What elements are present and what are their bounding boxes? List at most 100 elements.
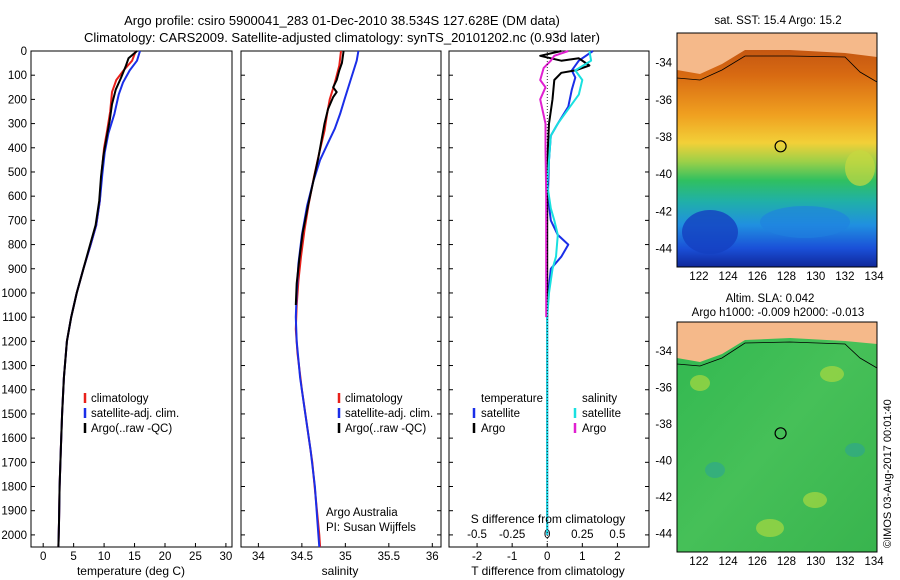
depth-tick-label: 1300 [1, 361, 27, 373]
sla-patch [705, 462, 725, 478]
legend-label-satellite: satellite-adj. clim. [91, 408, 179, 420]
sst-cool-patch [760, 206, 850, 238]
map-y-tick-label: -34 [655, 346, 672, 358]
sla-patch [845, 443, 865, 457]
sla-patch [820, 366, 844, 382]
map-x-tick-label: 134 [864, 271, 884, 283]
profile-line-difference-s-argo [539, 50, 569, 318]
profile-line-difference-s-satellite [546, 50, 593, 535]
depth-tick-label: 800 [8, 240, 27, 252]
depth-tick-label: 1500 [1, 409, 27, 421]
s-difference-tick-label: 0.25 [571, 529, 593, 541]
depth-tick-label: 900 [8, 264, 27, 276]
legend-label-climatology: climatology [91, 393, 149, 405]
x-tick-label: 0 [544, 551, 550, 563]
legend-label-t-argo: Argo [481, 423, 505, 435]
argo-float-marker [774, 140, 787, 153]
temperature-legend: climatology satellite-adj. clim. Argo(..… [83, 393, 179, 435]
map-x-tick-label: 134 [864, 556, 884, 568]
x-tick-label: 35 [339, 551, 352, 563]
imos-timestamp: ©IMOS 03-Aug-2017 00:01:40 [882, 399, 894, 548]
x-tick-label: 35.5 [378, 551, 400, 563]
profile-line-salinity-argo-raw-qc [294, 50, 345, 306]
salinity-axis-label: salinity [322, 564, 359, 578]
x-tick-label: 30 [220, 551, 233, 563]
x-tick-label: 5 [70, 551, 76, 563]
map-x-tick-label: 124 [719, 556, 739, 568]
profile-line-salinity-climatology [294, 50, 342, 548]
map-y-tick-label: -38 [655, 419, 672, 431]
map-y-tick-label: -42 [655, 492, 672, 504]
depth-tick-label: 300 [8, 119, 27, 131]
x-tick-label: 36 [426, 551, 439, 563]
legend-header-salinity: salinity [582, 393, 617, 405]
x-tick-label: 1 [579, 551, 585, 563]
sst-map: sat. SST: 15.4 Argo: 15.2 [676, 15, 878, 268]
temperature-axis-label: temperature (deg C) [77, 564, 185, 578]
x-tick-label: 20 [159, 551, 172, 563]
depth-tick-label: 1900 [1, 506, 27, 518]
map-x-tick-label: 132 [835, 556, 854, 568]
depth-tick-label: 2000 [1, 530, 27, 542]
x-tick-label: 15 [128, 551, 141, 563]
sla-patch [756, 519, 784, 537]
profile-line-temperature-satellite-adj-clim [57, 50, 141, 548]
sla-map-title-2: Argo h1000: -0.009 h2000: -0.013 [692, 307, 865, 319]
map-y-tick-label: -36 [655, 383, 672, 395]
depth-tick-label: 1700 [1, 457, 27, 469]
map-x-tick-label: 128 [777, 556, 796, 568]
axis-ticks: 0100200300400500600700800900100011001200… [1, 46, 884, 568]
land-mass [677, 322, 877, 362]
legend-header-temperature: temperature [481, 393, 543, 405]
sla-map-frame [676, 321, 878, 553]
map-y-tick-label: -44 [655, 243, 672, 255]
depth-tick-label: 1000 [1, 288, 27, 300]
temperature-panel-frame [30, 50, 233, 548]
profile-lines [57, 50, 594, 548]
s-difference-tick-label: 0.5 [609, 529, 625, 541]
sla-patch [690, 375, 710, 391]
map-x-tick-label: 130 [806, 271, 825, 283]
depth-tick-label: 0 [21, 46, 27, 58]
map-x-tick-label: 126 [748, 556, 767, 568]
figure-title-line1: Argo profile: csiro 5900041_283 01-Dec-2… [124, 13, 560, 28]
map-y-tick-label: -36 [655, 95, 672, 107]
profile-line-difference-t-argo [539, 50, 591, 318]
map-x-tick-label: 130 [806, 556, 825, 568]
sst-cold-patch [682, 210, 738, 254]
sst-map-frame [676, 32, 878, 268]
figure-title-line2: Climatology: CARS2009. Satellite-adjuste… [84, 30, 600, 45]
t-difference-axis-label: T difference from climatology [471, 564, 625, 578]
x-tick-label: 10 [98, 551, 111, 563]
x-tick-label: 0 [40, 551, 46, 563]
salinity-panel-frame [240, 50, 442, 548]
depth-tick-label: 1100 [2, 312, 27, 324]
depth-tick-label: 600 [8, 191, 27, 203]
depth-tick-label: 400 [8, 143, 27, 155]
map-y-tick-label: -44 [655, 529, 672, 541]
map-x-tick-label: 122 [689, 556, 708, 568]
map-y-tick-label: -40 [655, 456, 672, 468]
x-tick-label: -2 [472, 551, 482, 563]
bathymetry-contour [676, 341, 878, 369]
x-tick-label: 34 [252, 551, 265, 563]
land-mass [677, 33, 877, 74]
depth-tick-label: 1400 [1, 385, 27, 397]
map-x-tick-label: 132 [835, 271, 854, 283]
map-y-tick-label: -34 [655, 58, 672, 70]
map-x-tick-label: 124 [719, 271, 739, 283]
map-x-tick-label: 126 [748, 271, 767, 283]
depth-tick-label: 100 [8, 70, 27, 82]
x-tick-label: -1 [507, 551, 517, 563]
difference-panel-frame [448, 50, 650, 548]
argo-float-marker [774, 427, 787, 440]
sla-map-title-1: Altim. SLA: 0.042 [726, 293, 815, 305]
profile-line-temperature-climatology [57, 50, 137, 548]
sla-map: Altim. SLA: 0.042 Argo h1000: -0.009 h20… [676, 293, 878, 553]
map-x-tick-label: 128 [777, 271, 796, 283]
legend-label-argo: Argo(..raw -QC) [345, 423, 426, 435]
map-y-tick-label: -38 [655, 132, 672, 144]
legend-label-s-satellite: satellite [582, 408, 621, 420]
sst-warm-patch [845, 150, 875, 186]
